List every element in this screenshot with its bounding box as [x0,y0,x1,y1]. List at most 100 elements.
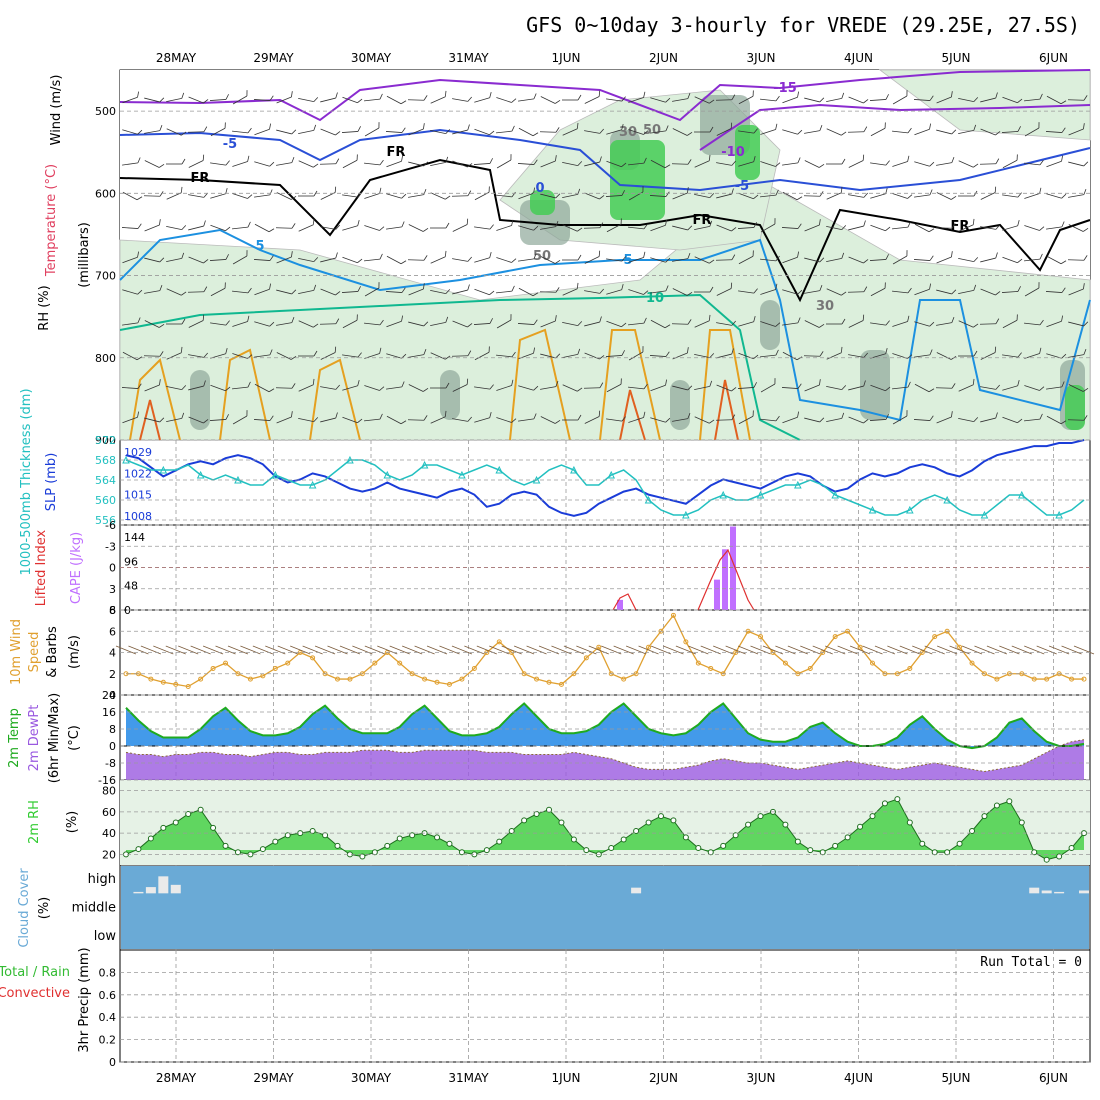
wind-barb [474,128,495,136]
barb-flag [1016,154,1018,161]
barb-staff [518,258,534,262]
barb-staff [342,319,358,329]
barb-staff [870,287,886,297]
barb-flag [818,163,825,168]
barb-staff [122,289,138,295]
barb-flag [643,223,648,230]
barb-flag [885,386,891,392]
wind-barb [1046,95,1067,105]
barb-flag [797,383,802,389]
dewpt-area [126,739,1084,780]
barb-staff [385,131,403,133]
wind-barb [782,351,803,361]
barb-staff [342,96,358,104]
wind-barb [584,250,601,264]
wind10-point [210,665,216,671]
wind-barb [320,92,338,103]
barb-flag [841,92,845,99]
barb-flag [533,225,539,231]
rh2m-point [844,834,851,841]
thickness-point [1017,490,1026,499]
y-tick-label: 1008 [124,510,152,523]
barb-flag [247,221,251,228]
barb-staff [320,128,336,136]
wind-barb [694,353,715,359]
wind-barb [760,378,776,393]
barb-flag [268,228,275,233]
barb-staff [936,322,952,326]
barb-flag [753,316,756,322]
barb-staff [166,128,182,136]
wind-barb [848,314,865,328]
wind-barb [188,256,209,264]
barb-flag [511,258,517,263]
barb-flag [973,257,979,262]
upper-wind-label: Wind (m/s) [49,75,64,146]
barb-flag [1038,122,1040,129]
barb-staff [342,256,358,264]
barb-staff [144,290,160,294]
wind10-point [310,655,316,661]
barb-flag [225,414,229,420]
barb-flag [1082,387,1089,392]
barb-flag [928,388,935,393]
thickness-point [1055,510,1063,519]
barb-staff [408,224,424,232]
cape-li-label: Lifted Index [34,529,49,606]
y-tick-label: 6 [109,604,116,617]
wind10-barb [115,645,137,655]
panel-frame-precip [119,949,1091,1063]
wind-barb [804,417,825,423]
barb-staff [672,258,688,262]
barb-flag [1017,258,1023,264]
barb-staff [1001,131,1019,133]
barb-staff [1002,194,1018,198]
barb-flag [687,413,691,419]
wind10-point [621,676,627,682]
barb-flag [467,190,472,196]
y-tick-label: 0 [124,604,131,617]
barb-staff [517,323,535,325]
thickness-point [607,470,616,479]
barb-staff [1067,259,1085,261]
barb-flag [291,129,297,135]
barb-staff [254,128,270,136]
barb-flag [994,346,997,353]
barb-staff [715,419,733,421]
barb-staff [276,96,292,104]
wind-barb [892,221,911,230]
barb-staff [496,385,512,391]
barb-staff [650,290,666,294]
barb-flag [1083,95,1088,101]
wind-barb [121,223,142,229]
day-label-bottom: 29MAY [253,1071,294,1085]
barb-staff [606,258,622,262]
barb-flag [775,283,778,290]
wind-barb [298,284,317,295]
barb-flag [1039,253,1043,260]
barb-staff [144,417,160,423]
barb-flag [774,378,776,385]
barb-staff [936,162,952,166]
barb-staff [760,194,776,198]
barb-flag [753,288,758,294]
wind-barb [1067,95,1088,101]
rh2m-point [1006,798,1013,805]
barb-staff [584,96,600,104]
wind-barb [364,282,380,297]
barb-staff [209,419,227,421]
wind-barb [936,157,955,166]
wind-barb [430,156,449,167]
wind-barb [892,315,910,327]
barb-staff [804,417,820,423]
rh2m-point [222,842,229,849]
rh2m-point [633,828,640,834]
rh2m-point [732,832,739,839]
barb-staff [650,159,666,169]
rh2m-units-label: (%) [65,811,80,834]
barb-staff [539,291,557,293]
wind-barb [848,256,869,264]
wind10-point [969,660,975,666]
barb-staff [276,289,292,295]
barb-flag [577,161,583,166]
